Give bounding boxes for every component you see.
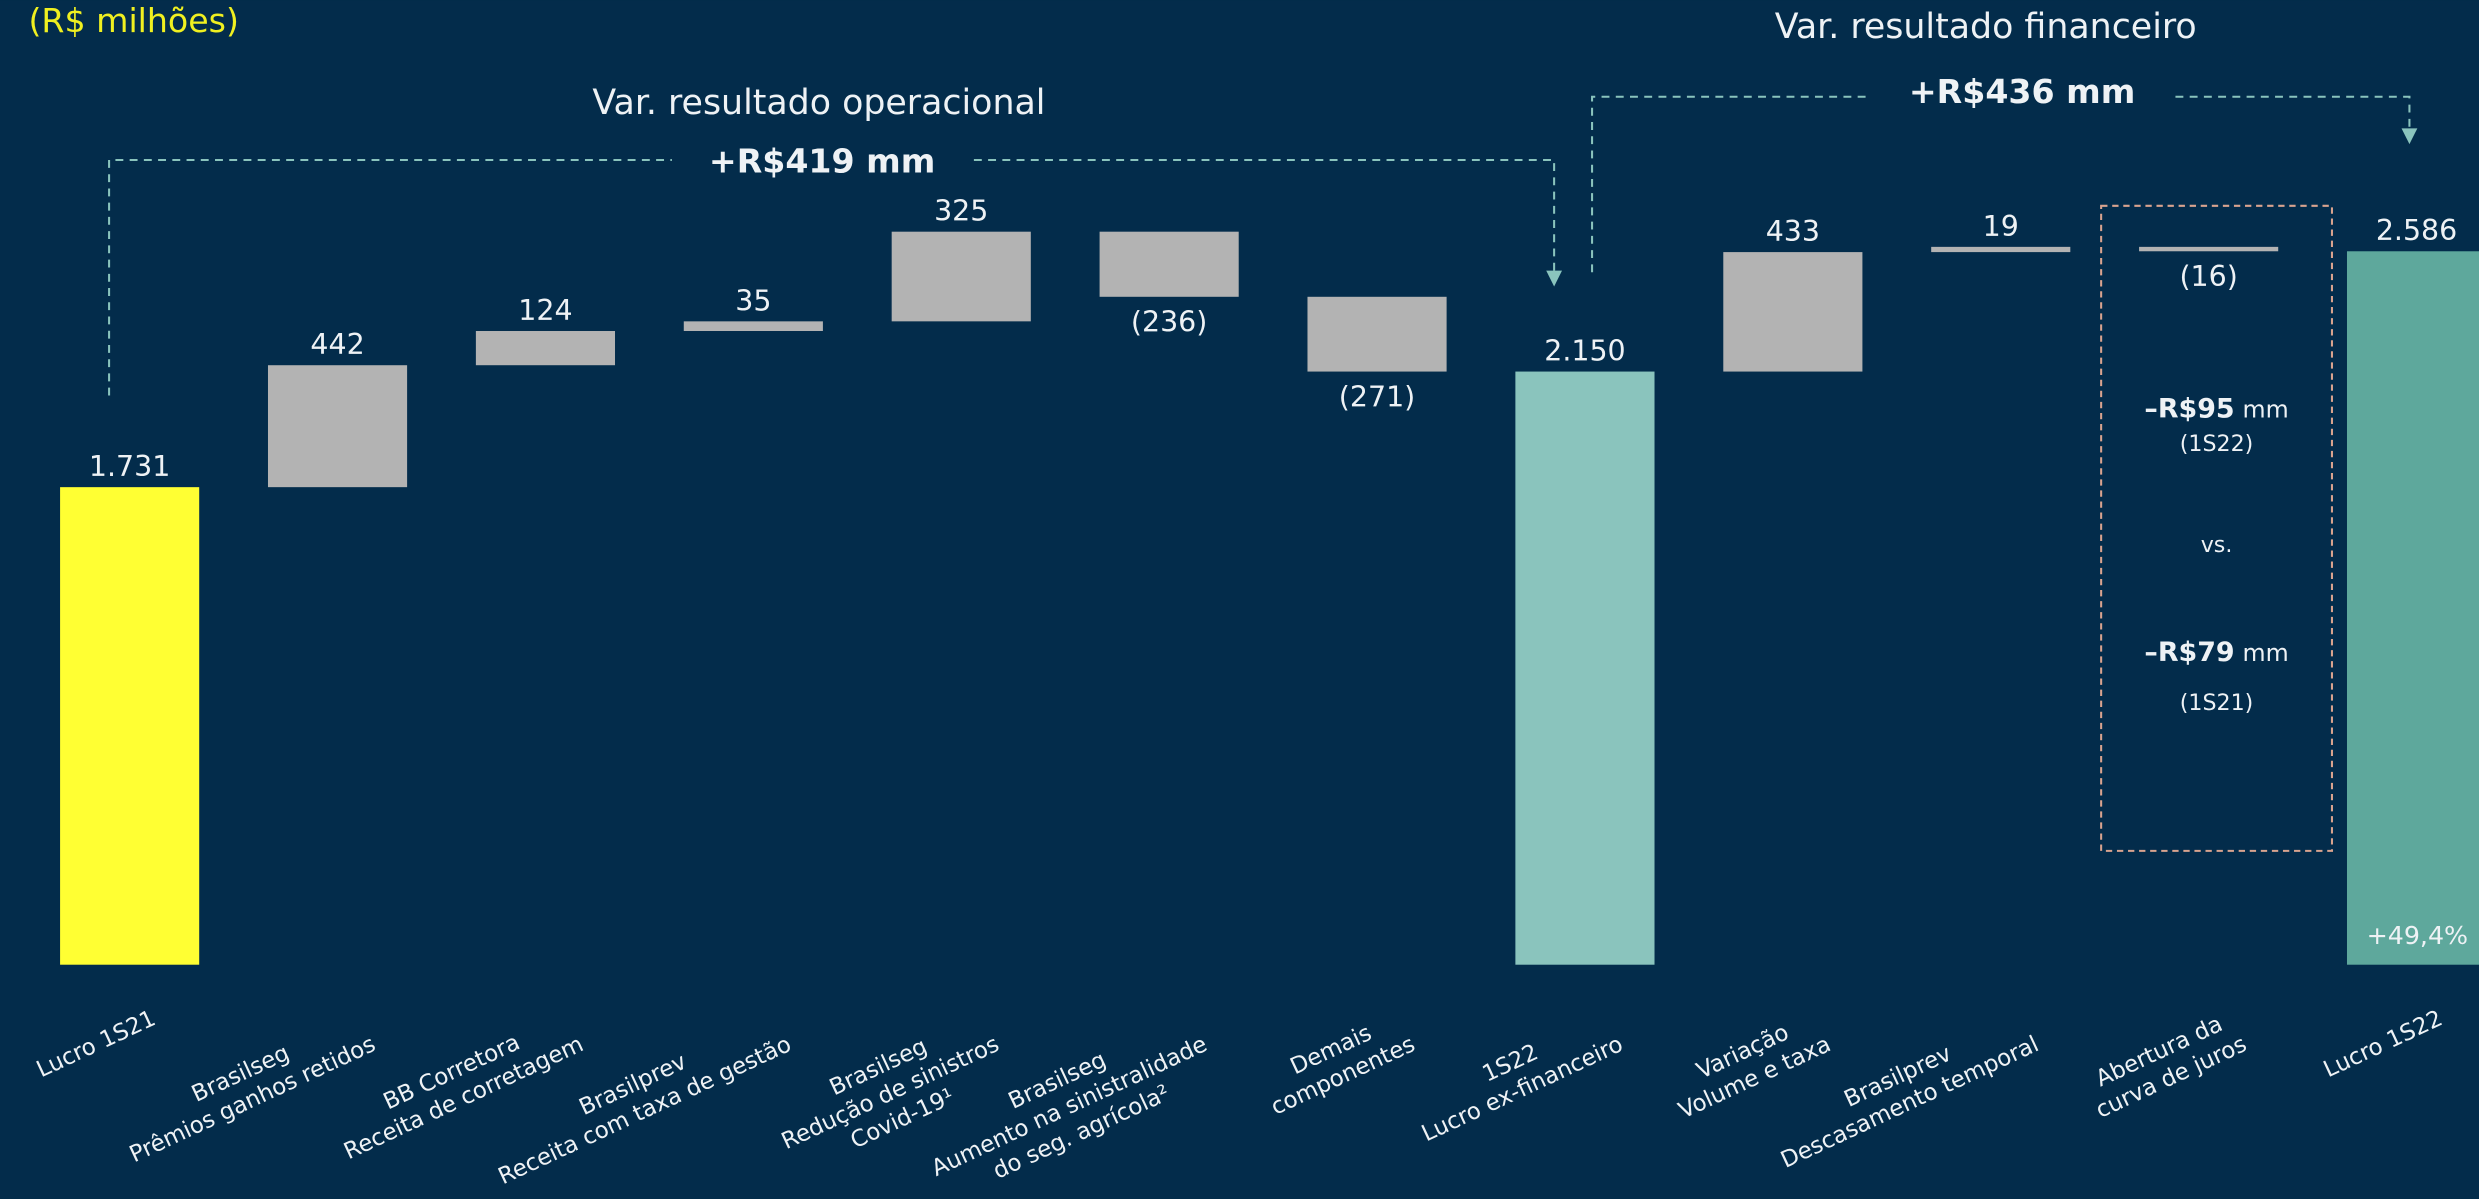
bar [1515, 371, 1655, 965]
annotation: –R$79 [2144, 637, 2234, 668]
annotation: –R$95 mm [2144, 394, 2288, 425]
annotation: +R$436 mm [1909, 72, 2135, 111]
annotation: Var. resultado financeiro [1775, 7, 2197, 47]
annotation: –R$95 [2144, 394, 2234, 425]
value-label: (236) [1131, 306, 1207, 339]
bar [683, 321, 823, 332]
annotation: mm [2243, 639, 2289, 667]
annotation: mm [2243, 396, 2289, 424]
value-label: 2.586 [2376, 214, 2457, 247]
bars [60, 231, 2479, 965]
annotation: +49,4% [2367, 921, 2469, 950]
bar [475, 331, 616, 366]
bar [2139, 246, 2279, 252]
bar [2346, 251, 2479, 965]
bar [891, 231, 1031, 322]
highlight-box [2100, 204, 2333, 852]
value-label: 1.731 [89, 450, 170, 483]
value-label: 124 [518, 294, 572, 327]
annotation: (1S21) [2180, 690, 2254, 716]
value-label: 442 [310, 328, 364, 361]
bar [1307, 296, 1447, 372]
value-label: 2.150 [1544, 334, 1625, 367]
value-label: 325 [934, 195, 988, 228]
value-label: 35 [735, 284, 771, 317]
annotation: +R$419 mm [709, 142, 935, 181]
bar [1931, 246, 2071, 253]
value-label: (271) [1339, 380, 1415, 413]
annotation: (1S22) [2180, 431, 2254, 457]
operational-bracket [108, 95, 2411, 396]
annotation: Var. resultado operacional [592, 83, 1045, 123]
arrow [2401, 128, 2418, 145]
value-label: 19 [1983, 210, 2019, 243]
subtitle: (R$ milhões) [28, 1, 238, 40]
value-label: (16) [2179, 260, 2237, 293]
bar [1723, 252, 1863, 372]
bar [1099, 231, 1239, 297]
annotation: –R$79 mm [2144, 637, 2288, 668]
value-label: 433 [1766, 215, 1820, 248]
bar [60, 487, 200, 965]
annotation: vs. [2201, 532, 2233, 558]
bar [267, 365, 408, 488]
arrow [1546, 270, 1563, 287]
